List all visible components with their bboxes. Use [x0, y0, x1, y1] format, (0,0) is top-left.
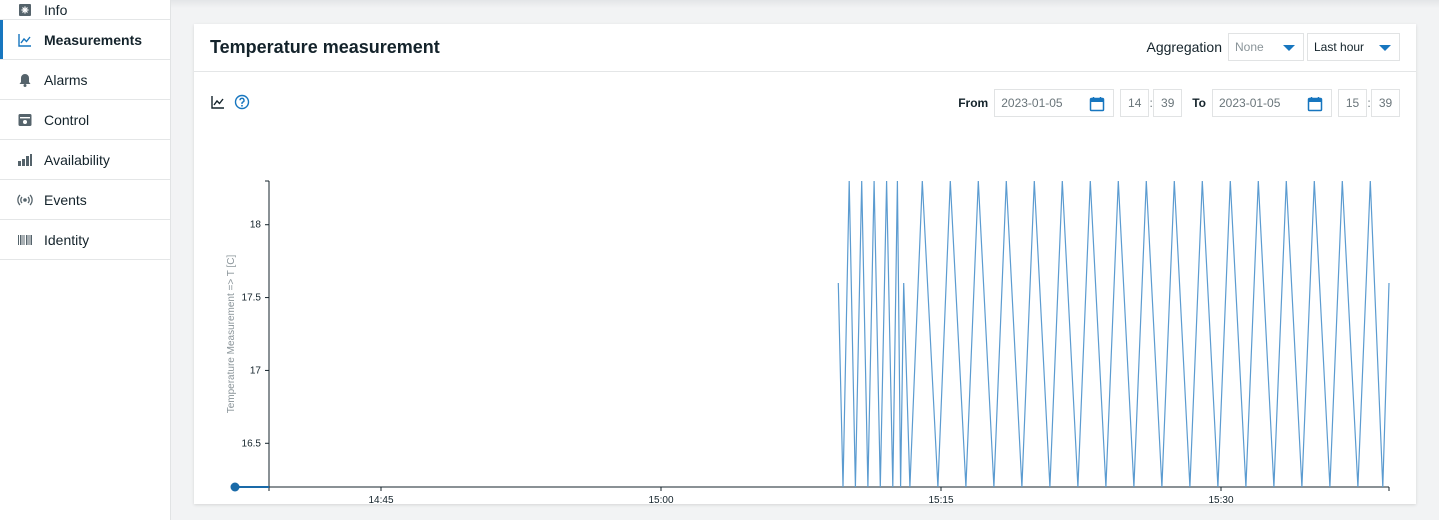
data-point-marker [230, 482, 240, 492]
from-date-input[interactable]: 2023-01-05 [994, 89, 1115, 117]
card-header: Temperature measurement Aggregation None… [194, 24, 1416, 72]
from-hour-input[interactable]: 14 [1120, 89, 1150, 117]
sidebar-item-label: Info [44, 1, 68, 18]
sidebar: Info Measurements Alarms Control Availab… [0, 0, 171, 520]
x-tick-label: 15:30 [1208, 495, 1233, 504]
date-range: From 2023-01-05 14 : 39 To 2023-01-05 15… [958, 89, 1400, 117]
sidebar-item-control[interactable]: Control [0, 100, 170, 140]
x-tick-label: 15:15 [928, 495, 953, 504]
calendar-icon[interactable] [1307, 96, 1323, 112]
sidebar-item-label: Control [44, 111, 90, 128]
time-separator: : [1149, 96, 1153, 110]
sidebar-item-label: Alarms [44, 71, 88, 88]
from-minute-value: 39 [1161, 96, 1175, 110]
time-separator: : [1367, 96, 1371, 110]
sidebar-item-identity[interactable]: Identity [0, 220, 170, 260]
chart-toolbar [210, 94, 258, 110]
aggregation-value: None [1235, 40, 1264, 54]
to-label: To [1192, 96, 1206, 110]
temperature-chart[interactable]: Temperature Measurement => T [C] 16.5171… [194, 144, 1416, 504]
to-minute-value: 39 [1378, 96, 1393, 110]
y-tick-label: 18 [250, 220, 262, 231]
time-range-value: Last hour [1314, 40, 1365, 54]
control-icon [16, 111, 34, 129]
from-minute-input[interactable]: 39 [1153, 89, 1183, 117]
aggregation-controls: Aggregation None Last hour [1146, 33, 1400, 61]
chevron-down-icon [1379, 45, 1391, 51]
to-date-input[interactable]: 2023-01-05 [1212, 89, 1332, 117]
y-axis-label: Temperature Measurement => T [C] [226, 254, 237, 413]
sidebar-item-label: Measurements [44, 31, 143, 48]
sidebar-item-events[interactable]: Events [0, 180, 170, 220]
bell-icon [16, 71, 34, 89]
sidebar-item-alarms[interactable]: Alarms [0, 60, 170, 100]
sidebar-item-label: Availability [44, 151, 110, 168]
sidebar-item-label: Identity [44, 231, 90, 248]
to-hour-value: 15 [1345, 96, 1360, 110]
sidebar-item-info[interactable]: Info [0, 0, 170, 20]
broadcast-icon [16, 191, 34, 209]
chart-line-icon [16, 31, 34, 49]
x-tick-label: 14:45 [368, 495, 393, 504]
sidebar-item-measurements[interactable]: Measurements [0, 20, 170, 60]
barcode-icon [16, 231, 34, 249]
bar-chart-icon [16, 151, 34, 169]
to-hour-input[interactable]: 15 [1338, 89, 1367, 117]
to-minute-input[interactable]: 39 [1371, 89, 1400, 117]
from-hour-value: 14 [1128, 96, 1142, 110]
sidebar-item-label: Events [44, 191, 87, 208]
card-title: Temperature measurement [210, 37, 440, 57]
from-date-value: 2023-01-05 [1001, 96, 1063, 110]
x-tick-label: 15:00 [648, 495, 673, 504]
calendar-icon[interactable] [1089, 96, 1105, 112]
series-line [837, 180, 1390, 488]
sidebar-item-availability[interactable]: Availability [0, 140, 170, 180]
aggregation-select[interactable]: None [1228, 33, 1304, 61]
y-tick-label: 16.5 [242, 438, 262, 449]
measurement-card: Temperature measurement Aggregation None… [194, 24, 1416, 504]
chart-axes: 16.5 17 17.5 18 14:45 15:00 15:15 15:30 [242, 180, 1390, 504]
chevron-down-icon [1283, 45, 1295, 51]
from-label: From [958, 96, 989, 110]
y-tick-label: 17.5 [242, 293, 262, 304]
y-tick-label: 17 [250, 365, 262, 376]
to-date-value: 2023-01-05 [1219, 96, 1281, 110]
top-shadow [171, 0, 1439, 8]
chart-series [230, 180, 1390, 492]
chart-line-icon[interactable] [210, 94, 226, 110]
aggregation-label: Aggregation [1146, 39, 1222, 55]
help-icon[interactable] [234, 94, 250, 110]
time-range-select[interactable]: Last hour [1307, 33, 1400, 61]
info-icon [16, 1, 34, 19]
